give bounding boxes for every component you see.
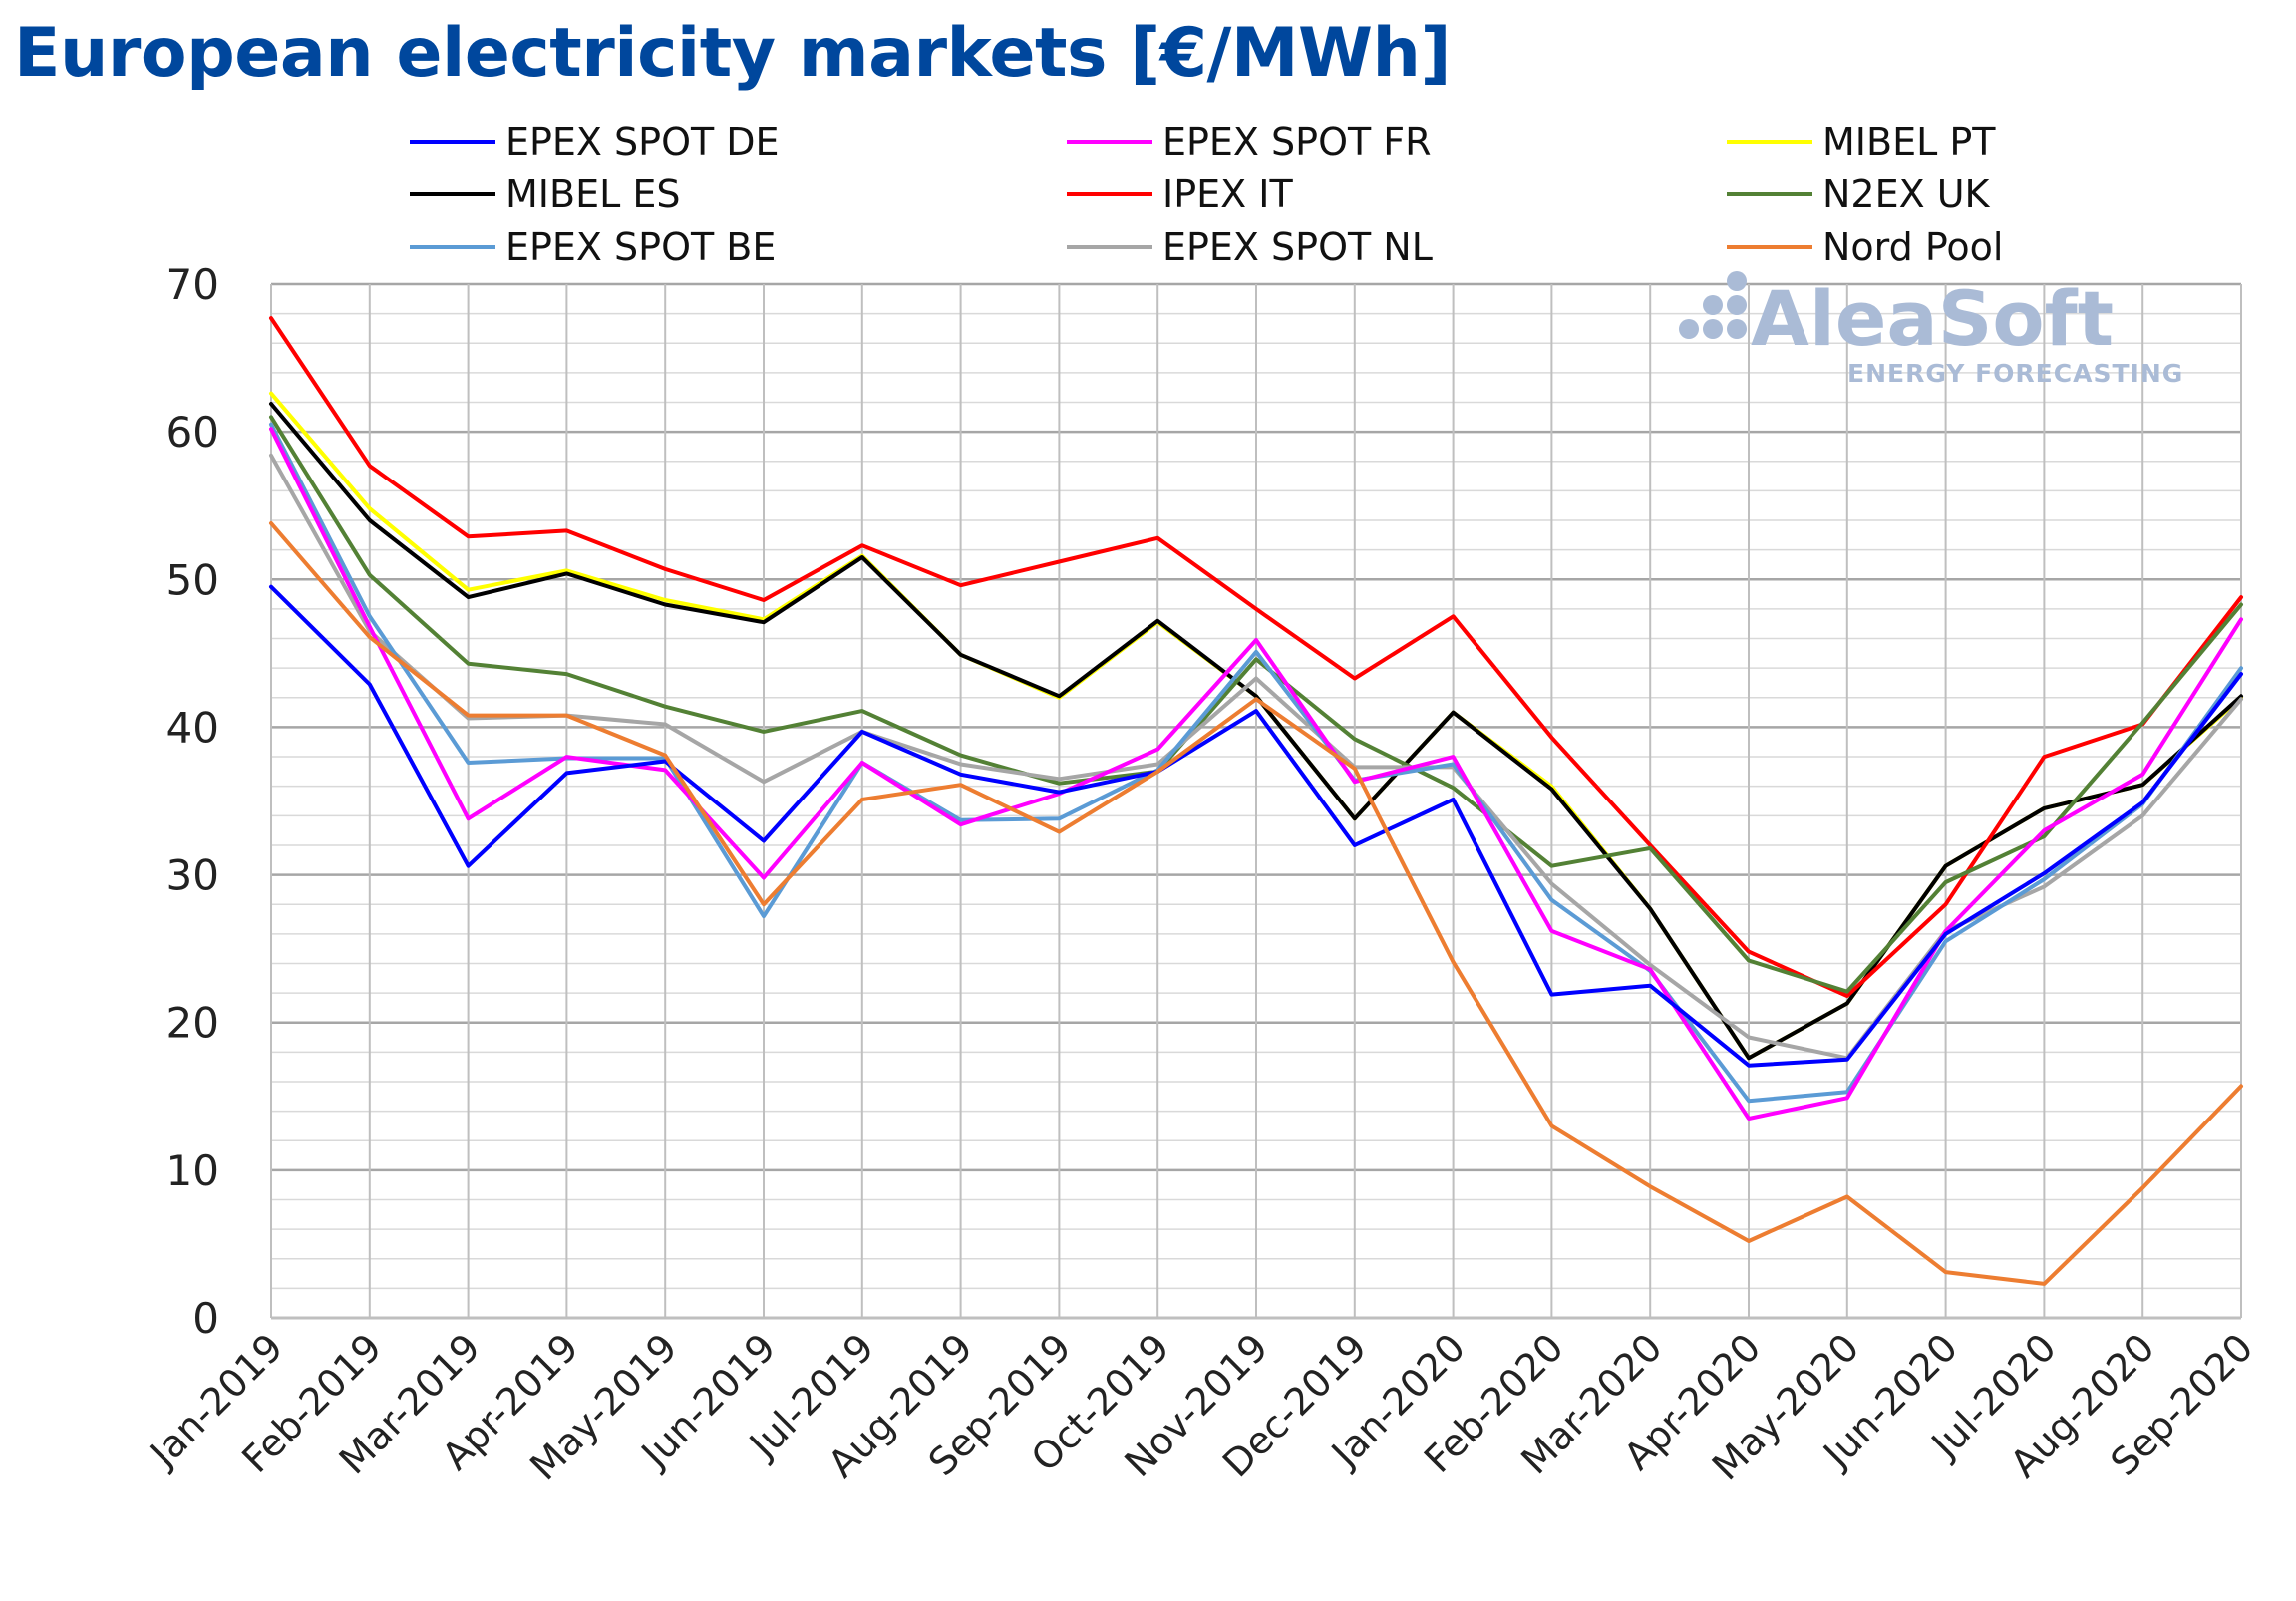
legend-label-nord-pool: Nord Pool	[1822, 225, 2003, 269]
y-tick-label: 60	[166, 408, 219, 457]
series-line-epex-spot-fr	[269, 427, 2243, 1121]
legend-label-mibel-es: MIBEL ES	[505, 172, 680, 216]
legend-label-epex-spot-be: EPEX SPOT BE	[505, 225, 776, 269]
x-tick-labels: Jan-2019Feb-2019Mar-2019Apr-2019May-2019…	[140, 1325, 2261, 1488]
grid-lines	[270, 282, 2242, 1318]
legend: EPEX SPOT DE EPEX SPOT FR MIBEL PT MIBEL ES…	[410, 120, 2003, 269]
legend-label-epex-spot-nl: EPEX SPOT NL	[1162, 225, 1433, 269]
y-tick-label: 0	[192, 1294, 219, 1343]
logo-tagline: ENERGY FORECASTING	[1847, 359, 2183, 388]
series-line-epex-spot-de	[269, 584, 2243, 1068]
y-tick-label: 10	[166, 1146, 219, 1195]
y-tick-label: 30	[166, 851, 219, 900]
chart-title: European electricity markets [€/MWh]	[14, 14, 1452, 93]
legend-label-mibel-pt: MIBEL PT	[1822, 120, 1996, 163]
y-tick-label: 70	[166, 260, 219, 309]
series-lines	[269, 316, 2243, 1286]
legend-label-epex-spot-fr: EPEX SPOT FR	[1162, 120, 1432, 163]
series-line-n2ex-uk	[269, 415, 2243, 994]
y-tick-labels: 0 10 20 30 40 50 60 70	[166, 260, 219, 1343]
series-line-ipex-it	[269, 316, 2243, 998]
legend-label-ipex-it: IPEX IT	[1162, 172, 1293, 216]
series-line-epex-spot-be	[269, 422, 2243, 1104]
logo-name: AleaSoft	[1751, 274, 2114, 363]
y-tick-label: 20	[166, 999, 219, 1048]
series-line-mibel-es	[269, 402, 2243, 1061]
legend-label-epex-spot-de: EPEX SPOT DE	[505, 120, 780, 163]
logo-dots-icon	[1679, 271, 1747, 339]
y-tick-label: 50	[166, 555, 219, 604]
y-tick-label: 40	[166, 703, 219, 752]
aleasoft-logo: AleaSoft ENERGY FORECASTING	[1679, 271, 2183, 388]
legend-label-n2ex-uk: N2EX UK	[1822, 172, 1991, 216]
series-line-nord-pool	[269, 521, 2243, 1286]
